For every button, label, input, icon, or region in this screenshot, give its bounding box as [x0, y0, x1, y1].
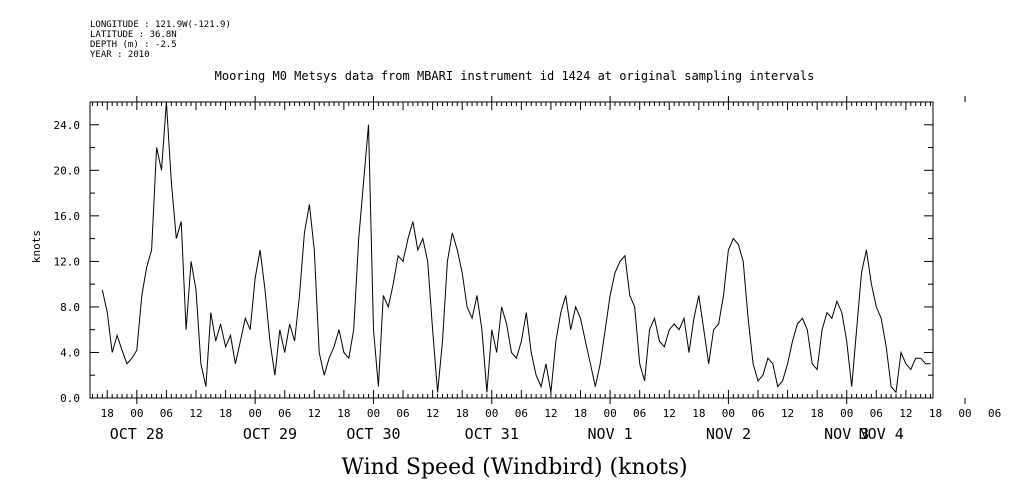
x-date-label: OCT 30: [346, 425, 400, 443]
x-date-label: OCT 28: [110, 425, 164, 443]
x-date-label: OCT 29: [243, 425, 297, 443]
x-hour-label: 12: [663, 407, 676, 420]
x-hour-label: 06: [633, 407, 646, 420]
x-hour-label: 12: [544, 407, 557, 420]
x-hour-label: 18: [929, 407, 942, 420]
y-tick-label: 24.0: [54, 119, 81, 132]
plot-frame: [89, 101, 934, 399]
depth-text: DEPTH (m) : -2.5: [90, 40, 177, 50]
x-hour-label: 18: [101, 407, 114, 420]
y-tick-label: 12.0: [54, 255, 81, 268]
x-hour-label: 06: [751, 407, 764, 420]
x-hour-label: 00: [603, 407, 616, 420]
x-hour-label: 06: [160, 407, 173, 420]
y-tick-label: 20.0: [54, 164, 81, 177]
x-hour-label: 12: [426, 407, 439, 420]
x-date-label: OCT 31: [465, 425, 519, 443]
year-text: YEAR : 2010: [90, 50, 150, 60]
longitude-text: LONGITUDE : 121.9W(-121.9): [90, 20, 231, 30]
x-hour-label: 18: [574, 407, 587, 420]
x-date-label: NOV 1: [588, 425, 633, 443]
x-hour-label: 06: [515, 407, 528, 420]
x-hour-label: 18: [811, 407, 824, 420]
x-hour-label: 00: [958, 407, 971, 420]
x-hour-label: 18: [219, 407, 232, 420]
x-hour-label: 00: [367, 407, 380, 420]
y-tick-label: 0.0: [60, 392, 80, 405]
x-hour-label: 06: [278, 407, 291, 420]
x-hour-label: 06: [870, 407, 883, 420]
x-hour-label: 00: [130, 407, 143, 420]
x-hour-label: 18: [337, 407, 350, 420]
x-hour-label: 12: [781, 407, 794, 420]
x-date-label: NOV 4: [859, 425, 904, 443]
x-date-label: NOV 3: [824, 425, 869, 443]
x-hour-label: 06: [396, 407, 409, 420]
y-tick-label: 16.0: [54, 210, 81, 223]
metadata-block: LONGITUDE : 121.9W(-121.9) LATITUDE : 36…: [90, 20, 231, 60]
x-hour-label: 12: [189, 407, 202, 420]
x-hour-label: 18: [692, 407, 705, 420]
wind-speed-line: [101, 101, 931, 394]
x-hour-label: 12: [308, 407, 321, 420]
y-tick-label: 8.0: [60, 301, 80, 314]
x-date-label: NOV 2: [706, 425, 751, 443]
x-hour-label: 00: [840, 407, 853, 420]
x-hour-label: 00: [249, 407, 262, 420]
x-axis-title: Wind Speed (Windbird) (knots): [341, 455, 688, 480]
chart-title: Mooring M0 Metsys data from MBARI instru…: [214, 69, 815, 83]
x-hour-label: 00: [722, 407, 735, 420]
x-hour-label: 00: [485, 407, 498, 420]
x-hour-label: 12: [899, 407, 912, 420]
x-hour-label: 06: [988, 407, 1001, 420]
x-hour-label: 18: [456, 407, 469, 420]
latitude-text: LATITUDE : 36.8N: [90, 30, 177, 40]
y-tick-label: 4.0: [60, 346, 80, 359]
